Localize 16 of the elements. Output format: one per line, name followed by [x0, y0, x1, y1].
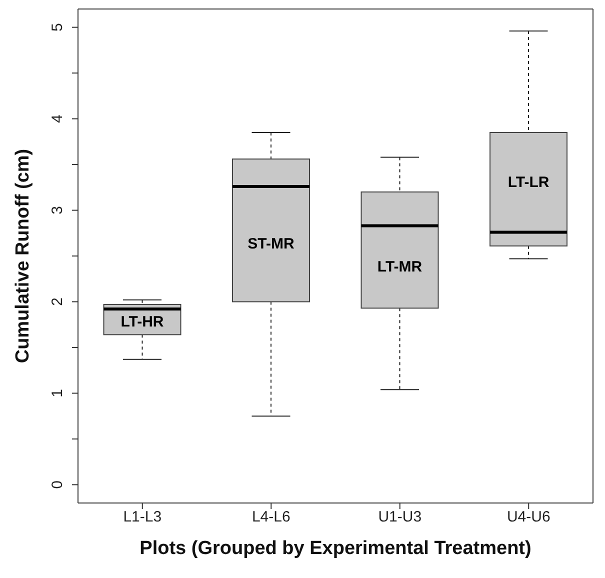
y-tick-label: 3	[49, 206, 66, 214]
x-tick-label: L1-L3	[123, 508, 162, 526]
x-tick-label: U1-U3	[378, 508, 422, 526]
annotation: ST-MR	[248, 236, 294, 253]
y-tick-label: 2	[49, 298, 66, 306]
y-tick-label: 0	[49, 480, 66, 489]
y-tick-label: 1	[49, 389, 66, 398]
x-tick-label: U4-U6	[506, 508, 550, 526]
x-axis-title: Plots (Grouped by Experimental Treatment)	[140, 538, 532, 559]
y-tick-label: 4	[49, 114, 66, 123]
annotation: LT-MR	[377, 258, 422, 276]
y-axis-title: Cumulative Runoff (cm)	[12, 148, 34, 364]
annotation: LT-LR	[508, 174, 550, 191]
annotation: LT-HR	[120, 313, 164, 330]
x-tick-label: L4-L6	[252, 508, 290, 526]
y-tick-label: 5	[49, 23, 66, 32]
